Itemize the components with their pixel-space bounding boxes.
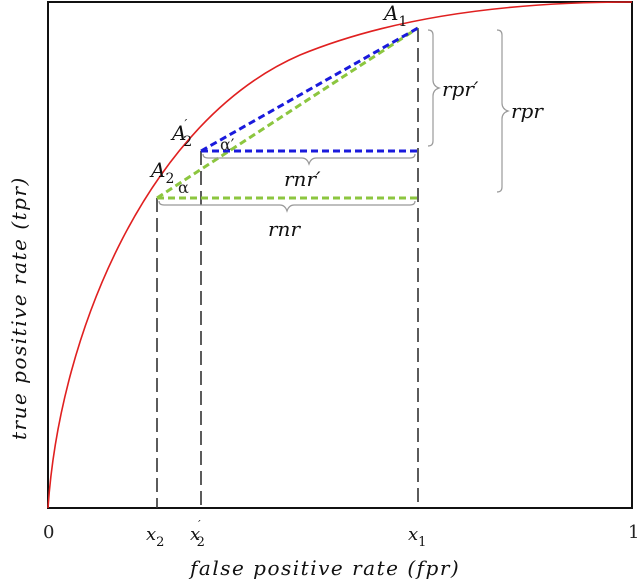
brace-rpr bbox=[496, 29, 510, 193]
angle-alpha: α bbox=[178, 178, 189, 197]
tick-0: 0 bbox=[43, 522, 54, 543]
angle-alpha-prime: α′ bbox=[220, 135, 235, 154]
plot-frame bbox=[47, 1, 633, 509]
label-rpr: rpr bbox=[511, 99, 544, 123]
brace-rpr-prime bbox=[427, 29, 441, 147]
y-axis-label: true positive rate (tpr) bbox=[7, 176, 31, 440]
label-rnr: rnr bbox=[268, 217, 301, 241]
tick-x1: x1 bbox=[408, 524, 426, 550]
label-A2: A2 bbox=[149, 158, 174, 187]
label-rpr-prime: rpr′ bbox=[442, 77, 479, 101]
label-A1: A1 bbox=[382, 1, 407, 30]
green-chord bbox=[156, 26, 419, 200]
blue-chord bbox=[200, 26, 419, 153]
tick-x2: x2 bbox=[146, 524, 164, 550]
label-A2-prime: A′ 2 bbox=[170, 117, 192, 150]
brace-rnr bbox=[158, 200, 416, 213]
tick-1: 1 bbox=[628, 522, 639, 543]
roc-curve bbox=[47, 1, 633, 509]
x-axis-label: false positive rate (fpr) bbox=[188, 556, 460, 580]
tick-x2-prime: x′ 2 bbox=[190, 518, 205, 550]
label-rnr-prime: rnr′ bbox=[284, 167, 321, 191]
brace-rnr-prime bbox=[202, 153, 416, 166]
